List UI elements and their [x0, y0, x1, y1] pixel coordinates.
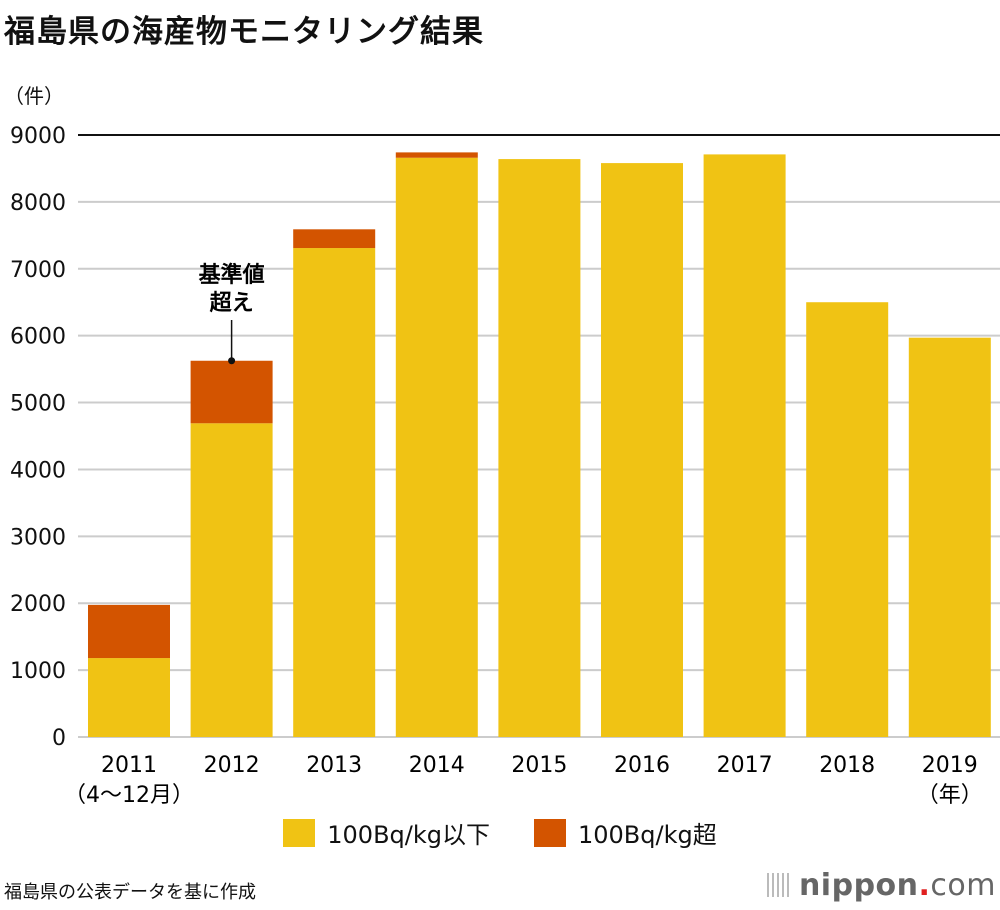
- y-tick-label: 3000: [10, 525, 66, 550]
- y-axis-unit: （件）: [4, 84, 64, 108]
- bar-below-2018: [806, 302, 889, 737]
- legend-item-below: 100Bq/kg以下: [283, 815, 490, 850]
- bar-above-2012: [190, 360, 273, 424]
- y-tick-label: 7000: [10, 258, 66, 283]
- y-tick-label: 0: [52, 726, 66, 751]
- chart-title: 福島県の海産物モニタリング結果: [4, 14, 484, 50]
- nippon-logo: nippon.com: [766, 868, 996, 903]
- legend: 100Bq/kg以下 100Bq/kg超: [0, 815, 1000, 850]
- bar-below-2012: [190, 423, 273, 737]
- y-tick-label: 1000: [10, 659, 66, 684]
- annotation-line1: 基準値: [199, 262, 265, 288]
- bar-below-2019: [908, 337, 991, 737]
- x-tick-label: 2015: [511, 753, 567, 778]
- y-tick-label: 5000: [10, 392, 66, 417]
- x-tick-label: 2014: [409, 753, 465, 778]
- x-tick-label: 2013: [306, 753, 362, 778]
- y-tick-label: 2000: [10, 592, 66, 617]
- y-tick-label: 9000: [10, 124, 66, 149]
- x-tick-label: 2017: [717, 753, 773, 778]
- bar-below-2016: [601, 163, 683, 738]
- logo-name: nippon: [798, 868, 919, 903]
- bar-below-2014: [395, 157, 478, 738]
- x-tick-label: 2012: [204, 753, 260, 778]
- logo-tld: com: [930, 868, 996, 903]
- x-tick-label: 2019: [922, 753, 978, 778]
- annotation-dot: [228, 357, 236, 365]
- y-tick-label: 4000: [10, 458, 66, 483]
- bar-above-2014: [395, 152, 478, 158]
- legend-label-above: 100Bq/kg超: [578, 821, 717, 849]
- y-tick-label: 8000: [10, 191, 66, 216]
- bar-above-2013: [293, 229, 376, 249]
- x-tick-sublabel: （4〜12月）: [64, 783, 194, 808]
- legend-swatch-above: [534, 818, 566, 847]
- bar-below-2017: [703, 154, 786, 738]
- x-tick-label: 2016: [614, 753, 670, 778]
- x-tick-label: 2018: [819, 753, 875, 778]
- x-tick-sublabel: （年）: [917, 783, 983, 808]
- bar-below-2015: [498, 159, 581, 737]
- bar-below-2013: [293, 248, 376, 737]
- legend-item-above: 100Bq/kg超: [534, 815, 717, 850]
- source-note: 福島県の公表データを基に作成: [4, 882, 256, 903]
- legend-label-below: 100Bq/kg以下: [327, 821, 490, 849]
- logo-dot: .: [918, 868, 931, 903]
- legend-swatch-below: [283, 818, 316, 847]
- bar-below-2011: [88, 658, 170, 737]
- y-tick-label: 6000: [10, 325, 66, 350]
- bar-chart: 0 1000 2000 3000 4000 5000 6000 7000 8000 9000 201…: [10, 124, 1000, 808]
- x-tick-label: 2011: [101, 753, 157, 778]
- bar-above-2011: [88, 604, 170, 659]
- logo-bars-icon: [766, 873, 789, 897]
- annotation-line2: 超え: [210, 291, 254, 316]
